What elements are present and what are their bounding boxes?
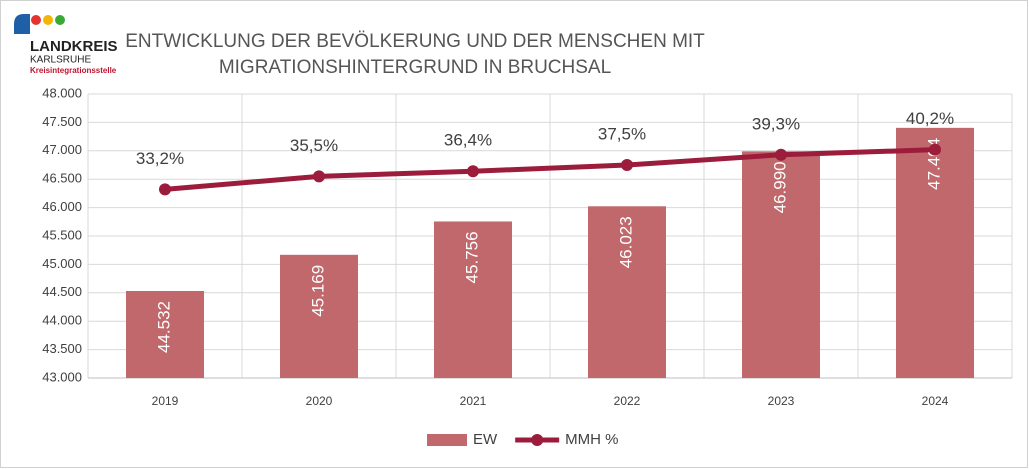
y-tick-label: 46.000 <box>42 199 82 214</box>
chart-title: MIGRATIONSHINTERGRUND IN BRUCHSAL <box>219 57 611 78</box>
logo-shape <box>14 14 30 34</box>
chart-title: ENTWICKLUNG DER BEVÖLKERUNG UND DER MENS… <box>125 31 705 52</box>
x-tick-label: 2019 <box>152 394 179 408</box>
legend-label: EW <box>473 431 498 448</box>
x-tick-label: 2020 <box>306 394 333 408</box>
bar <box>280 254 358 378</box>
line-value-label: 35,5% <box>290 136 338 155</box>
x-tick-label: 2024 <box>922 394 949 408</box>
line-value-label: 40,2% <box>906 109 954 128</box>
line <box>164 147 936 192</box>
y-tick-label: 45.500 <box>42 227 82 242</box>
bar-value-label: 45.169 <box>308 265 327 317</box>
logo-dot <box>43 15 53 25</box>
line-value-label: 37,5% <box>598 124 646 143</box>
line-marker <box>467 165 479 178</box>
y-tick-label: 47.500 <box>42 114 82 129</box>
line-marker <box>775 148 787 161</box>
line-value-label: 39,3% <box>752 114 800 133</box>
y-tick-label: 44.500 <box>42 284 82 299</box>
logo-sub: KARLSRUHE <box>30 55 91 66</box>
logo-dot <box>55 15 65 25</box>
y-tick-label: 48.000 <box>42 85 82 100</box>
y-tick-label: 43.000 <box>42 369 82 384</box>
x-tick-label: 2023 <box>768 394 795 408</box>
x-tick-label: 2021 <box>460 394 487 408</box>
legend-label: MMH % <box>565 431 618 448</box>
legend-swatch <box>531 434 544 446</box>
bar-value-label: 45.756 <box>462 231 481 283</box>
y-tick-label: 43.500 <box>42 341 82 356</box>
y-tick-label: 45.000 <box>42 256 82 271</box>
bar-value-label: 46.990 <box>770 161 789 213</box>
bar <box>588 206 666 378</box>
logo: LANDKREIS KARLSRUHE Kreisintegrationsste… <box>14 14 118 75</box>
logo-name: LANDKREIS <box>30 38 118 55</box>
bar <box>742 151 820 378</box>
bar-value-label: 46.023 <box>616 216 635 268</box>
legend-swatch <box>427 434 467 446</box>
bar <box>896 127 974 378</box>
logo-dot <box>31 15 41 25</box>
line-value-label: 33,2% <box>136 149 184 168</box>
line-marker <box>313 170 325 183</box>
bar <box>126 290 204 378</box>
line-marker <box>621 159 633 171</box>
bar-value-label: 44.532 <box>154 301 173 353</box>
y-tick-label: 44.000 <box>42 313 82 328</box>
line-value-label: 36,4% <box>444 131 492 150</box>
y-tick-label: 47.000 <box>42 142 82 157</box>
y-tick-label: 46.500 <box>42 171 82 186</box>
x-tick-label: 2022 <box>614 394 641 408</box>
line-marker <box>159 183 171 196</box>
logo-unit: Kreisintegrationsstelle <box>30 66 117 75</box>
bar <box>434 221 512 378</box>
line-marker <box>929 143 941 156</box>
